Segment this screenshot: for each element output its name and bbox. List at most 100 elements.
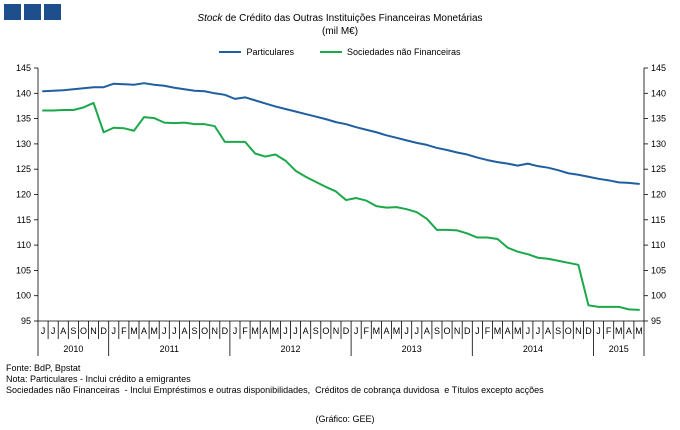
month-label: O	[322, 326, 329, 336]
y-tick-label-left: 145	[16, 63, 31, 73]
month-label: N	[333, 326, 340, 336]
chart-title-italic: Stock	[197, 13, 223, 24]
month-label: A	[545, 326, 551, 336]
legend-swatch-sociedades	[319, 51, 342, 53]
month-label: A	[424, 326, 430, 336]
month-label: N	[454, 326, 461, 336]
month-label: M	[615, 326, 623, 336]
month-label: O	[565, 326, 572, 336]
footnotes: Fonte: BdP, Bpstat Nota: Particulares - …	[6, 363, 566, 396]
month-label: F	[242, 326, 248, 336]
y-tick-label-right: 110	[651, 240, 665, 250]
month-label: O	[201, 326, 208, 336]
month-label: S	[70, 326, 76, 336]
month-label: A	[505, 326, 511, 336]
y-tick-label-left: 125	[16, 164, 31, 174]
month-label: N	[575, 326, 582, 336]
year-label: 2014	[523, 344, 543, 354]
month-label: J	[283, 326, 288, 336]
month-label: S	[434, 326, 440, 336]
legend: Particulares Sociedades não Financeiras	[0, 47, 680, 57]
month-label: J	[536, 326, 541, 336]
y-tick-label-left: 105	[16, 265, 31, 275]
month-label: J	[51, 326, 56, 336]
month-label: A	[181, 326, 187, 336]
chart-subtitle: (mil M€)	[321, 26, 359, 37]
y-tick-label-left: 115	[17, 215, 31, 225]
month-label: F	[121, 326, 127, 336]
y-tick-label-left: 120	[16, 190, 31, 200]
y-tick-label-right: 140	[651, 88, 666, 98]
month-label: M	[130, 326, 138, 336]
logo-square-2	[24, 4, 41, 20]
month-label: J	[596, 326, 601, 336]
month-label: M	[251, 326, 259, 336]
month-label: J	[172, 326, 177, 336]
month-label: O	[80, 326, 87, 336]
month-label: A	[141, 326, 147, 336]
y-tick-label-right: 125	[651, 164, 666, 174]
month-label: F	[364, 326, 370, 336]
series-line-particulares	[42, 82, 640, 185]
month-label: F	[485, 326, 491, 336]
month-label: A	[60, 326, 66, 336]
month-label: M	[494, 326, 502, 336]
year-label: 2010	[63, 344, 83, 354]
year-label: 2011	[160, 344, 179, 354]
month-label: J	[415, 326, 420, 336]
note-sociedades: Sociedades não Financeiras - Inclui Empr…	[6, 385, 544, 395]
legend-item-particulares: Particulares	[219, 47, 294, 57]
month-label: J	[404, 326, 409, 336]
y-tick-label-right: 135	[651, 114, 666, 124]
month-label: J	[293, 326, 298, 336]
y-tick-label-right: 115	[651, 215, 665, 225]
month-label: S	[313, 326, 319, 336]
month-label: A	[303, 326, 309, 336]
month-label: D	[585, 326, 592, 336]
y-tick-label-right: 145	[651, 63, 666, 73]
year-label: 2013	[402, 344, 422, 354]
y-tick-label-left: 135	[16, 114, 31, 124]
month-label: J	[526, 326, 531, 336]
month-label: D	[222, 326, 229, 336]
month-label: M	[393, 326, 401, 336]
month-label: D	[343, 326, 350, 336]
month-label: J	[162, 326, 167, 336]
source-note: Fonte: BdP, Bpstat	[6, 363, 81, 373]
month-label: D	[464, 326, 471, 336]
y-tick-label-right: 105	[651, 265, 666, 275]
year-label: 2012	[280, 344, 300, 354]
month-label: J	[41, 326, 46, 336]
month-label: M	[514, 326, 522, 336]
month-label: A	[626, 326, 632, 336]
logo	[4, 4, 61, 20]
month-label: J	[475, 326, 480, 336]
month-label: J	[233, 326, 238, 336]
month-label: D	[100, 326, 107, 336]
y-tick-label-right: 120	[651, 190, 666, 200]
month-label: A	[383, 326, 389, 336]
series-line-sociedades	[42, 101, 640, 311]
legend-swatch-particulares	[219, 51, 242, 53]
note-particulares: Nota: Particulares - Inclui crédito a em…	[6, 374, 191, 384]
month-label: J	[354, 326, 359, 336]
y-tick-label-right: 95	[651, 316, 661, 326]
logo-square-1	[4, 4, 21, 20]
month-label: M	[272, 326, 280, 336]
y-tick-label-left: 95	[21, 316, 31, 326]
month-label: O	[444, 326, 451, 336]
chart-title-rest: de Crédito das Outras Instituições Finan…	[222, 13, 483, 24]
month-label: M	[150, 326, 158, 336]
y-tick-label-left: 110	[17, 240, 31, 250]
month-label: M	[373, 326, 381, 336]
month-label: J	[112, 326, 117, 336]
legend-item-sociedades: Sociedades não Financeiras	[319, 47, 461, 57]
y-tick-label-right: 130	[651, 139, 666, 149]
y-tick-label-left: 100	[16, 291, 31, 301]
month-label: S	[192, 326, 198, 336]
month-label: N	[90, 326, 97, 336]
chart-credit: (Gráfico: GEE)	[315, 414, 375, 424]
chart-title: Stock de Crédito das Outras Instituições…	[0, 12, 680, 25]
y-tick-label-left: 130	[16, 139, 31, 149]
month-label: F	[606, 326, 612, 336]
